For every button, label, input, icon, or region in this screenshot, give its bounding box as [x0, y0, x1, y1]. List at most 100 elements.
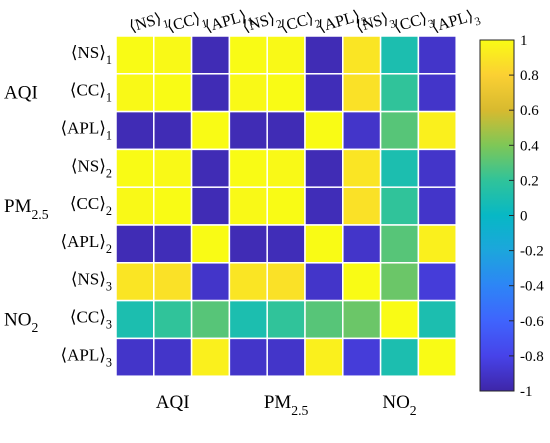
heatmap-cell [228, 337, 268, 377]
heatmap-cell [190, 186, 231, 226]
heatmap-cell [190, 262, 231, 302]
heatmap-cell [379, 73, 420, 113]
heatmap-cell [304, 35, 344, 75]
heatmap-cell [153, 262, 193, 302]
heatmap-cell [153, 299, 193, 340]
heatmap-cell [266, 148, 306, 188]
row-group-labels: AQI PM2.5 NO2 [4, 83, 49, 335]
heatmap-cell [379, 299, 420, 340]
heatmap-cell [190, 224, 231, 264]
heatmap-cell [417, 299, 457, 340]
heatmap-cell [266, 224, 306, 264]
colorbar-tick-label: -1 [520, 384, 533, 400]
heatmap-cell [190, 148, 231, 188]
heatmap-cell [190, 337, 231, 377]
heatmap-cell [417, 262, 457, 302]
row-label: ⟨APL⟩3 [60, 345, 112, 369]
heatmap-cell [417, 73, 457, 113]
row-label: ⟨NS⟩1 [71, 43, 112, 67]
colorbar-tick-label: -0.4 [520, 279, 544, 295]
column-group-label: NO2 [382, 392, 416, 418]
heatmap-cell [115, 73, 155, 113]
colorbar-tick-label: 0.8 [520, 68, 539, 84]
heatmap-cell [153, 73, 193, 113]
colorbar: 1 0.8 0.6 0.4 0.2 0 -0.2 -0.4 -0.6 -0.8 -1 [479, 33, 544, 400]
colorbar-tick-label: -0.8 [520, 349, 544, 365]
row-label: ⟨CC⟩2 [70, 194, 112, 218]
heatmap-cell [342, 337, 382, 377]
heatmap-cell [153, 337, 193, 377]
heatmap-cell [228, 35, 268, 75]
colorbar-ticks: 1 0.8 0.6 0.4 0.2 0 -0.2 -0.4 -0.6 -0.8 -1 [509, 33, 544, 400]
heatmap-cell [115, 186, 155, 226]
heatmap-cell [266, 35, 306, 75]
row-label: ⟨NS⟩3 [71, 270, 112, 294]
row-group-label: NO2 [4, 310, 38, 336]
heatmap-cell [379, 110, 420, 151]
colorbar-tick-label: 0.2 [520, 173, 539, 189]
heatmap-cell [379, 224, 420, 264]
heatmap-cell [266, 73, 306, 113]
heatmap-cell [228, 148, 268, 188]
heatmap-cell [190, 299, 231, 340]
row-label: ⟨CC⟩1 [70, 81, 112, 105]
heatmap-cell [379, 35, 420, 75]
colorbar-gradient [479, 39, 515, 392]
heatmap-cell [153, 186, 193, 226]
heatmap-cell [115, 224, 155, 264]
heatmap-cell [115, 299, 155, 340]
heatmap-cell [190, 73, 231, 113]
colorbar-tick-label: -0.6 [520, 314, 544, 330]
row-label: ⟨APL⟩2 [60, 232, 112, 256]
heatmap-cell [304, 73, 344, 113]
heatmap-cell [190, 110, 231, 151]
heatmap-cell [266, 262, 306, 302]
heatmap-cell [379, 337, 420, 377]
heatmap-cell [115, 262, 155, 302]
heatmap-cell [304, 148, 344, 188]
row-label: ⟨APL⟩1 [60, 119, 112, 143]
heatmap-cell [417, 148, 457, 188]
heatmap-cell [266, 186, 306, 226]
row-group-label: PM2.5 [4, 196, 49, 222]
heatmap-cell [342, 186, 382, 226]
heatmap-cell [115, 110, 155, 151]
row-group-label: AQI [4, 83, 38, 104]
heatmap-cell [190, 35, 231, 75]
heatmap-cell [304, 110, 344, 151]
heatmap-cell [342, 299, 382, 340]
column-labels: ⟨NS⟩1⟨CC⟩1⟨APL⟩1⟨NS⟩2⟨CC⟩2⟨APL⟩2⟨NS⟩3⟨CC… [127, 6, 483, 40]
heatmap-cell [266, 110, 306, 151]
heatmap-cell [342, 73, 382, 113]
column-label: ⟨APL⟩3 [430, 6, 483, 40]
heatmap-cell [304, 262, 344, 302]
heatmap-cell [379, 186, 420, 226]
colorbar-tick-label: -0.2 [520, 244, 544, 260]
row-label: ⟨NS⟩2 [71, 156, 112, 180]
heatmap-cell [417, 110, 457, 151]
colorbar-tick-label: 1 [520, 33, 528, 49]
heatmap-cell [266, 299, 306, 340]
heatmap-cell [115, 337, 155, 377]
heatmap-cell [417, 186, 457, 226]
heatmap-cell [153, 35, 193, 75]
heatmap-cell [153, 224, 193, 264]
heatmap-cell [228, 186, 268, 226]
heatmap-cell [266, 337, 306, 377]
colorbar-tick-label: 0 [520, 209, 528, 225]
heatmap-cell [228, 299, 268, 340]
row-label: ⟨CC⟩3 [70, 308, 112, 332]
heatmap-cell [417, 224, 457, 264]
column-group-labels: AQI PM2.5 NO2 [156, 392, 417, 418]
heatmap-cell [228, 224, 268, 264]
heatmap-cell [417, 35, 457, 75]
heatmap-cell [342, 262, 382, 302]
heatmap-cell [115, 35, 155, 75]
colorbar-tick-label: 0.6 [520, 103, 539, 119]
heatmap-cell [379, 262, 420, 302]
heatmap-cell [228, 262, 268, 302]
row-labels: ⟨NS⟩1 ⟨CC⟩1 ⟨APL⟩1 ⟨NS⟩2 ⟨CC⟩2 ⟨APL⟩2 ⟨NS⟩3 ⟨CC… [60, 43, 112, 369]
heatmap-cell [304, 299, 344, 340]
heatmap-cell [228, 110, 268, 151]
